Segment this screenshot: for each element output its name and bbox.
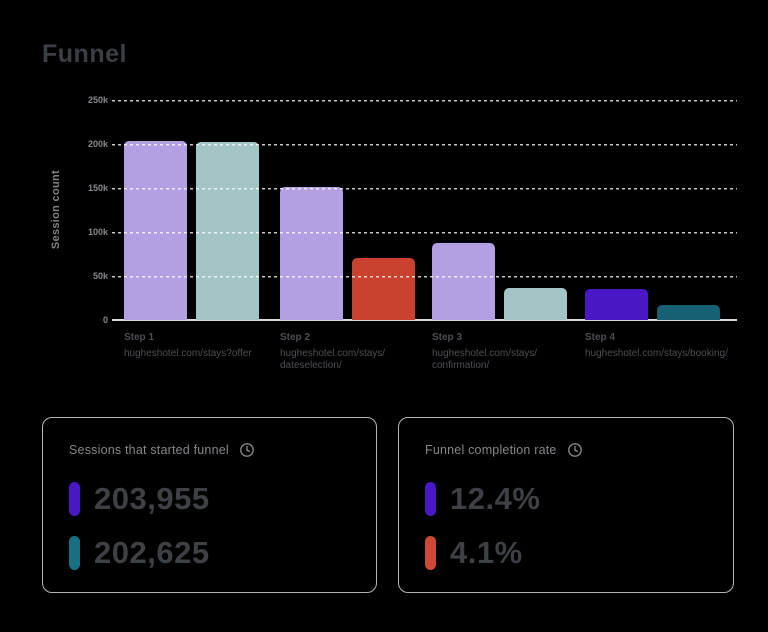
sessions-card-title: Sessions that started funnel	[69, 443, 229, 457]
plot-area	[112, 100, 737, 320]
stat-value-completion-a: 12.4%	[450, 481, 541, 516]
bar-step2-series-a[interactable]	[280, 187, 343, 320]
stat-marker-red	[425, 536, 436, 570]
stat-marker-teal	[69, 536, 80, 570]
y-tick-label: 50k	[92, 271, 108, 281]
bar-step4-series-b[interactable]	[657, 305, 720, 320]
x-axis-line	[112, 319, 737, 321]
y-tick-label: 0	[102, 315, 108, 325]
completion-rate-card: Funnel completion rate 12.4% 4.1%	[398, 417, 734, 593]
page-title: Funnel	[42, 40, 127, 68]
stat-value-completion-b: 4.1%	[450, 535, 523, 570]
gridline	[112, 100, 737, 102]
step-url: hugheshotel.com/stays/	[280, 348, 386, 359]
clock-icon[interactable]	[239, 442, 255, 458]
x-label-step1: Step 1 hugheshotel.com/stays?offer	[124, 332, 276, 360]
step-label: Step 1	[124, 332, 155, 343]
bar-group-step2	[280, 187, 415, 320]
y-tick-label: 200k	[87, 139, 108, 149]
bar-group-step3	[432, 243, 567, 320]
bar-step3-series-b[interactable]	[504, 288, 567, 320]
clock-icon[interactable]	[567, 442, 583, 458]
stat-value-sessions-a: 203,955	[94, 481, 210, 516]
bar-group-step1	[124, 141, 259, 320]
x-label-step3: Step 3 hugheshotel.com/stays/confirmation…	[432, 332, 584, 372]
sessions-card-title-row: Sessions that started funnel	[69, 442, 255, 458]
step-label: Step 4	[585, 332, 616, 343]
completion-card-title: Funnel completion rate	[425, 443, 557, 457]
bar-step2-series-b[interactable]	[352, 258, 415, 320]
x-label-step4: Step 4 hugheshotel.com/stays/booking/	[585, 332, 737, 360]
step-label: Step 2	[280, 332, 311, 343]
bar-step4-series-a[interactable]	[585, 289, 648, 320]
bar-step3-series-a[interactable]	[432, 243, 495, 320]
y-axis-title: Session count	[50, 170, 62, 250]
step-url: hugheshotel.com/stays?offer	[124, 348, 252, 359]
stat-marker-purple	[69, 482, 80, 516]
stat-row: 202,625	[69, 535, 210, 571]
step-url: dateselection/	[280, 360, 342, 371]
y-tick-label: 150k	[87, 183, 108, 193]
step-url: hugheshotel.com/stays/	[432, 348, 538, 359]
step-url: confirmation/	[432, 360, 490, 371]
stat-row: 12.4%	[425, 481, 540, 517]
step-label: Step 3	[432, 332, 463, 343]
x-label-step2: Step 2 hugheshotel.com/stays/dateselectio…	[280, 332, 432, 372]
y-tick-label: 250k	[87, 95, 108, 105]
step-url: hugheshotel.com/stays/booking/	[585, 348, 728, 359]
stat-value-sessions-b: 202,625	[94, 535, 210, 570]
stat-row: 203,955	[69, 481, 210, 517]
completion-card-title-row: Funnel completion rate	[425, 442, 583, 458]
stat-row: 4.1%	[425, 535, 523, 571]
stat-marker-purple	[425, 482, 436, 516]
sessions-card: Sessions that started funnel 203,955 202…	[42, 417, 377, 593]
bar-step1-series-b[interactable]	[196, 142, 259, 320]
y-tick-label: 100k	[87, 227, 108, 237]
bar-step1-series-a[interactable]	[124, 141, 187, 320]
y-axis-ticks: 250k 200k 150k 100k 50k 0	[70, 95, 108, 325]
bar-group-step4	[585, 289, 720, 320]
